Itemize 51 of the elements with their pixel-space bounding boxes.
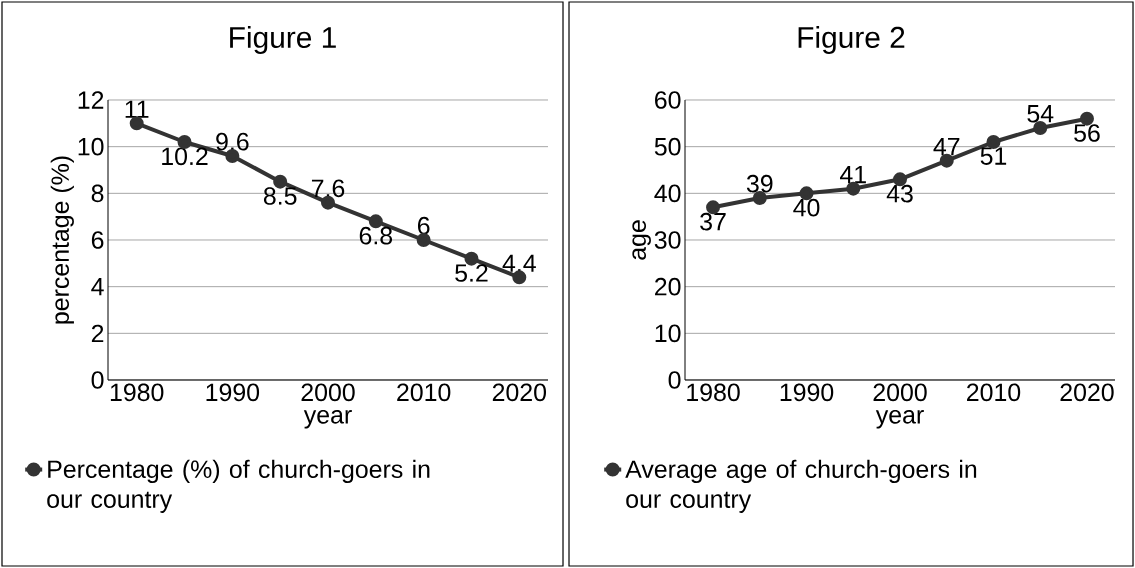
data-label: 11 (125, 100, 149, 118)
data-label: 47 (933, 138, 960, 156)
y-tick-label: 6 (91, 231, 104, 249)
y-axis-title: age (632, 220, 651, 260)
data-label: 40 (793, 198, 820, 217)
y-tick-label: 50 (654, 137, 681, 156)
data-label: 51 (980, 147, 1007, 165)
x-tick-label: 2020 (492, 383, 547, 402)
legend-label: Average age of church-goers in our country (625, 459, 977, 513)
data-label: 43 (886, 184, 913, 203)
y-tick-label: 10 (78, 137, 104, 156)
data-label: 10.2 (162, 147, 208, 166)
y-tick-label: 12 (78, 91, 104, 109)
chart-title: Figure 2 (798, 26, 905, 54)
legend-label: Percentage (%) of church-goers in our country (47, 459, 430, 513)
data-label: 8.5 (263, 187, 297, 205)
y-tick-label: 20 (655, 277, 681, 296)
data-label: 7.6 (311, 179, 345, 198)
x-tick-label: 2000 (873, 383, 927, 402)
y-tick-label: 4 (91, 278, 104, 296)
data-label: 9.6 (216, 132, 249, 151)
data-label: 6.8 (359, 226, 393, 245)
x-tick-label: 1980 (110, 383, 164, 402)
x-tick-label: 1990 (780, 383, 834, 402)
y-tick-label: 8 (91, 184, 104, 203)
data-label: 37 (700, 212, 726, 231)
x-axis-title: year (875, 409, 924, 429)
data-label: 39 (746, 174, 773, 193)
x-tick-label: 2010 (967, 383, 1021, 402)
x-axis-title: year (303, 409, 352, 429)
data-label: 5.2 (455, 264, 488, 282)
y-tick-label: 0 (91, 371, 104, 389)
data-label: 4.4 (502, 254, 536, 272)
point (416, 233, 431, 247)
data-label: 6 (417, 216, 430, 235)
y-tick-label: 0 (668, 371, 681, 389)
y-tick-label: 10 (655, 324, 681, 343)
data-label: 56 (1074, 124, 1100, 142)
chart-title: Figure 1 (230, 26, 336, 54)
y-tick-label: 30 (654, 231, 681, 249)
y-tick-label: 2 (91, 324, 104, 343)
data-label: 54 (1027, 105, 1054, 123)
data-label: 41 (840, 166, 866, 184)
x-tick-label: 2010 (397, 383, 451, 402)
x-tick-label: 1990 (206, 383, 260, 402)
x-tick-label: 1980 (687, 383, 740, 402)
y-tick-label: 60 (655, 91, 681, 109)
x-tick-label: 2000 (301, 383, 355, 402)
x-tick-label: 2020 (1060, 383, 1114, 402)
y-axis-title: percentage (%) (50, 156, 74, 324)
y-tick-label: 40 (654, 184, 681, 203)
